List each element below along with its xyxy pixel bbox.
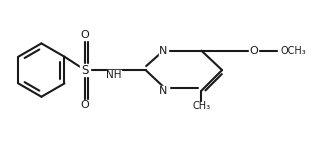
Bar	[80, 100, 90, 110]
Bar	[159, 86, 169, 96]
Text: S: S	[81, 64, 89, 77]
Text: O: O	[81, 100, 89, 110]
Text: CH₃: CH₃	[192, 101, 211, 111]
Text: N: N	[159, 86, 168, 96]
Text: OCH₃: OCH₃	[280, 46, 306, 56]
Text: N: N	[159, 46, 168, 56]
Bar	[249, 46, 259, 56]
Bar	[278, 46, 300, 56]
Bar	[80, 64, 91, 76]
Text: O: O	[81, 30, 89, 40]
Bar	[80, 30, 90, 40]
Text: O: O	[249, 46, 258, 56]
Bar	[159, 46, 169, 56]
Bar	[107, 70, 121, 80]
Text: NH: NH	[107, 70, 122, 80]
Bar	[193, 102, 210, 111]
